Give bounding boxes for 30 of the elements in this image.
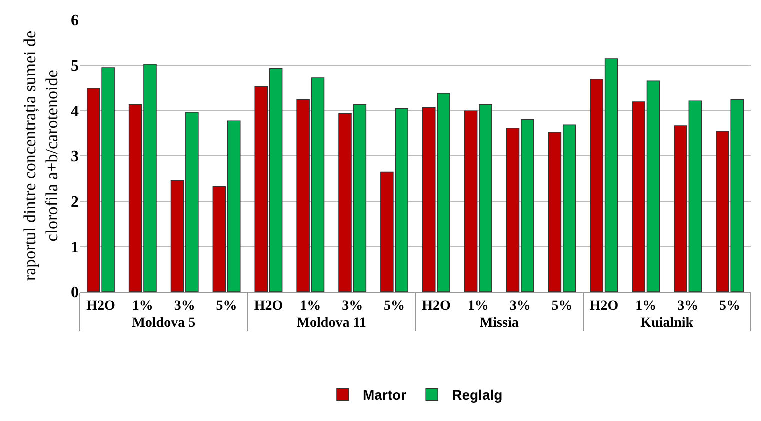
x-tick-label: 1%: [636, 298, 657, 314]
x-tick-label: 3%: [174, 298, 196, 314]
y-axis-title: raportul dintre concentrația sumei de clorofila a+b/carotenoide: [20, 30, 62, 282]
x-tick-label: 5%: [216, 298, 238, 314]
x-tick-label: H2O: [254, 298, 284, 314]
legend-label: Reglalg: [452, 387, 503, 404]
text: Moldova 5: [132, 316, 196, 331]
y-tick-label: 6: [71, 12, 79, 30]
text: Moldova 11: [296, 316, 366, 331]
y-tick-label: 2: [71, 194, 79, 211]
x-tick-label: 5%: [384, 298, 406, 314]
x-tick-label: 1%: [132, 298, 154, 314]
x-tick-label: 3%: [678, 298, 699, 314]
y-tick-label: 5: [71, 58, 79, 75]
y-tick-label: 3: [71, 148, 79, 166]
legend-label: Martor: [363, 387, 408, 404]
x-tick-label: 5%: [720, 298, 741, 314]
x-tick-label: H2O: [590, 298, 619, 314]
y-tick-label: 4: [71, 103, 79, 120]
x-tick-label: H2O: [86, 298, 116, 314]
x-tick-label: 1%: [468, 298, 489, 314]
x-tick-label: 1%: [300, 298, 322, 314]
text: Kuialnik: [640, 316, 694, 331]
y-tick-label: 0: [71, 284, 79, 302]
text: Missia: [480, 316, 519, 331]
x-tick-label: H2O: [422, 298, 451, 314]
x-tick-label: 3%: [342, 298, 364, 314]
y-tick-label: 1: [71, 239, 79, 256]
x-tick-label: 3%: [510, 298, 531, 314]
x-tick-label: 5%: [552, 298, 573, 314]
